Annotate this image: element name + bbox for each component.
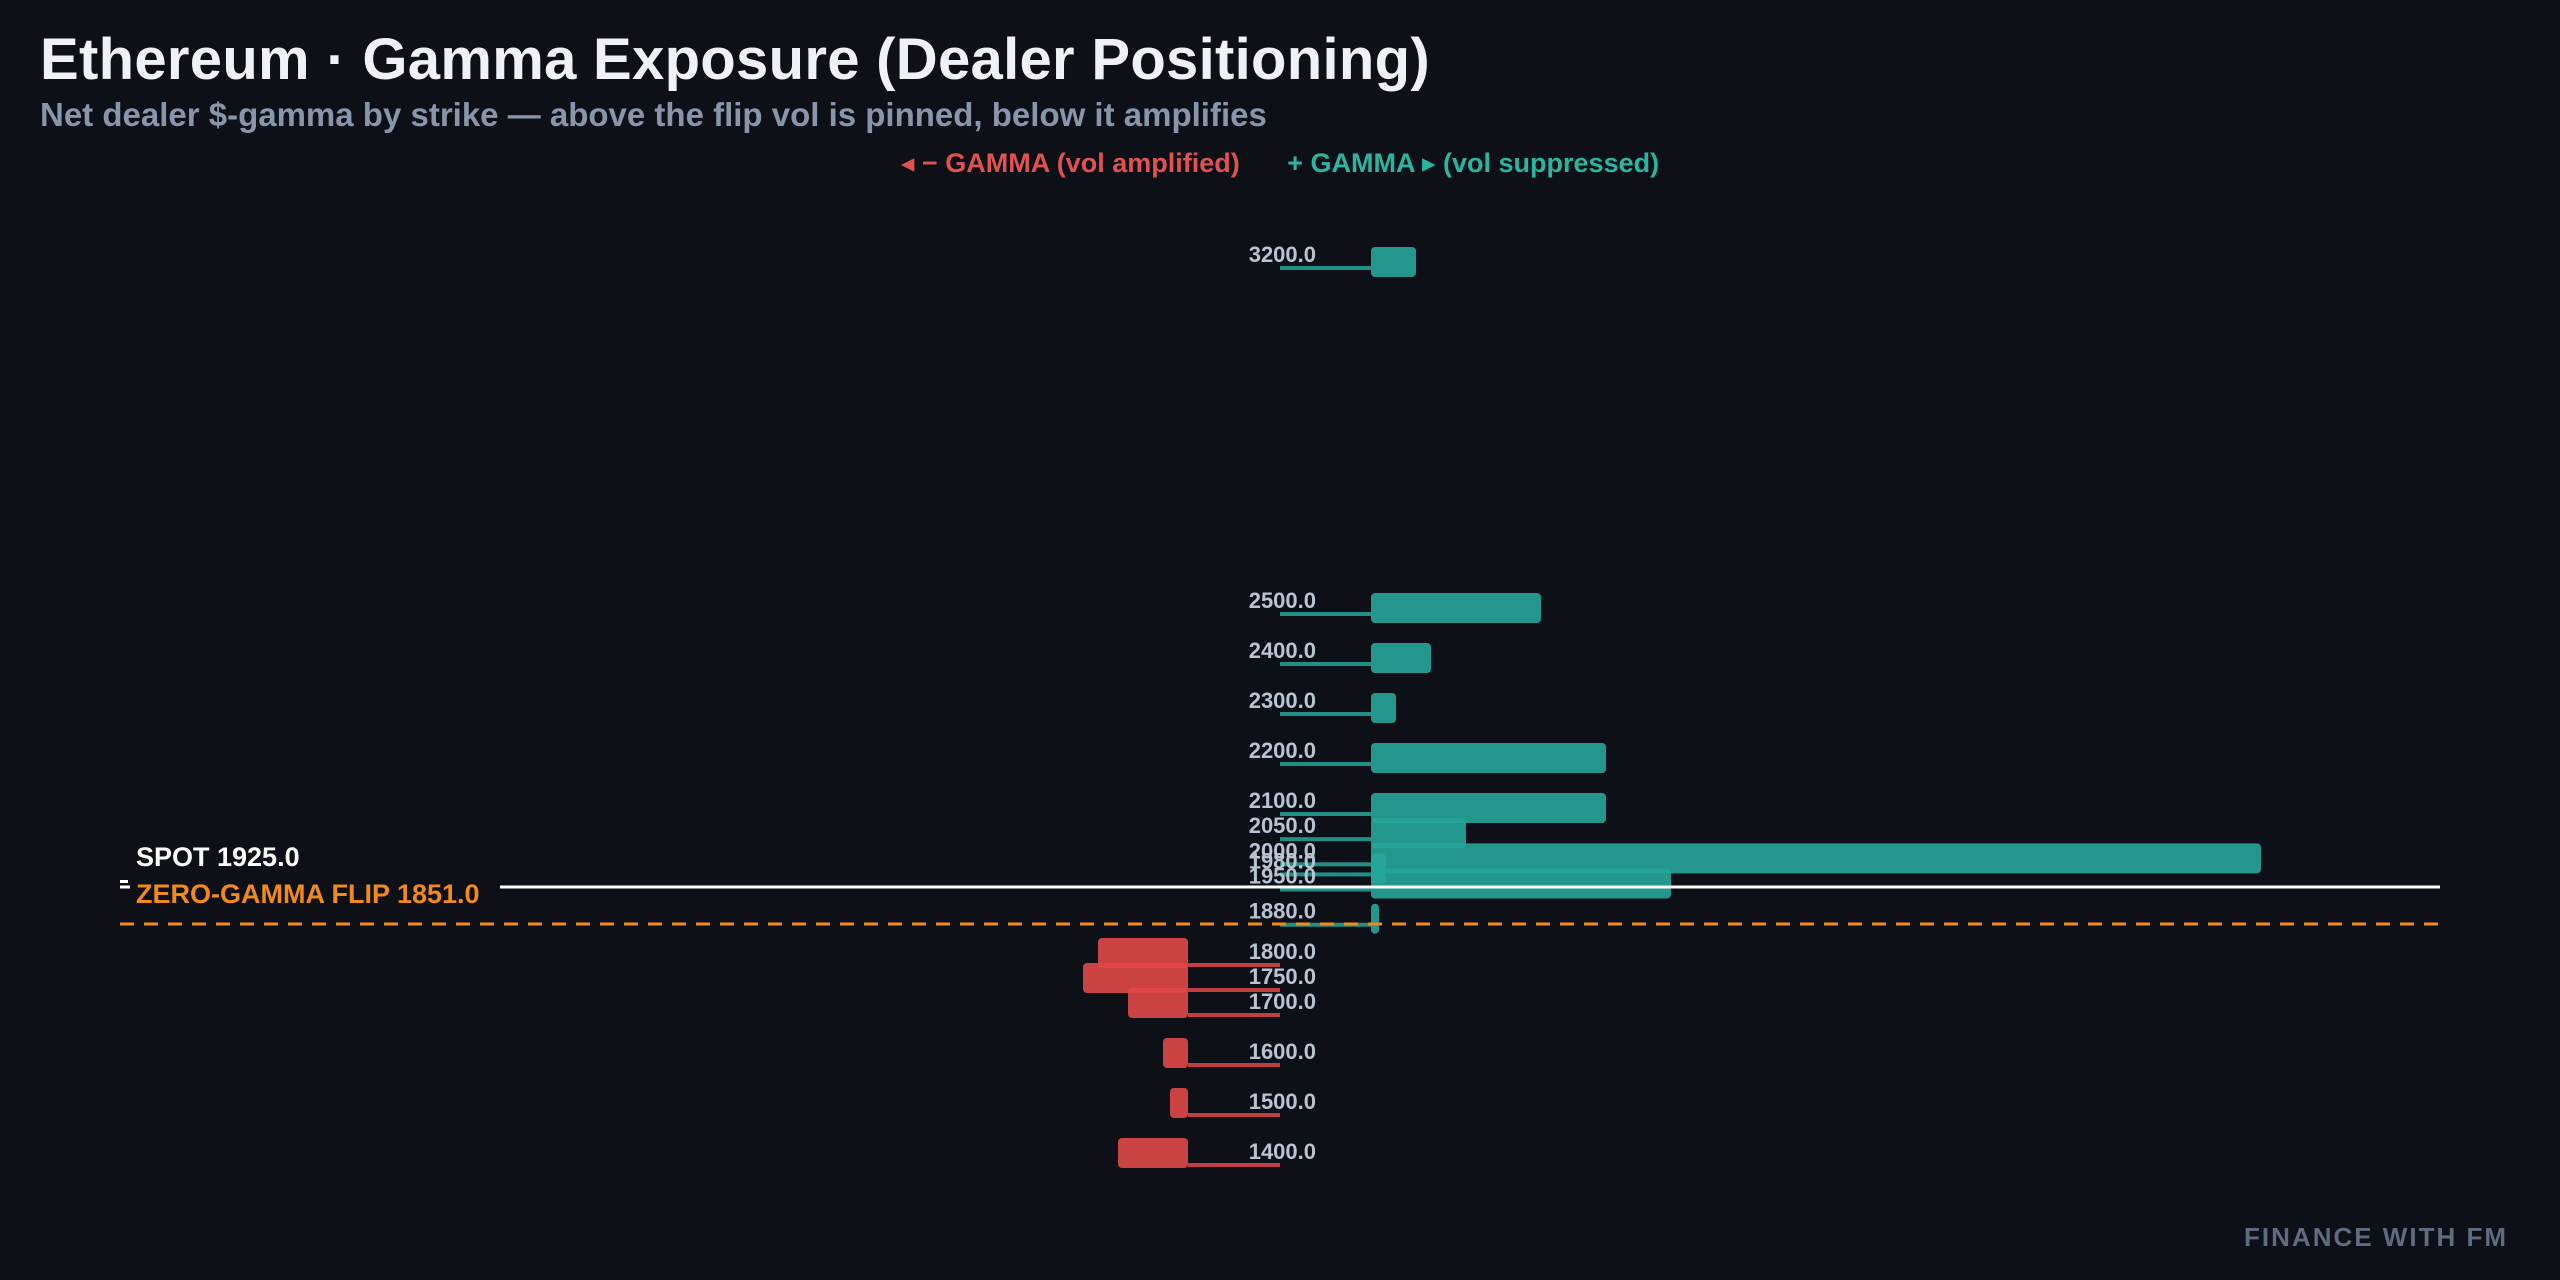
bar-stub [1280,812,1371,816]
bar-stub [1188,963,1280,967]
strike-tick-label: 1750.0 [1249,964,1316,989]
strike-tick-label: 2500.0 [1249,588,1316,613]
bar-negative [1163,1038,1188,1068]
legend-positive-gamma: + GAMMA ▸ (vol suppressed) [1287,148,1660,178]
bar-positive [1371,868,1671,899]
bar-stub [1280,887,1371,892]
strike-tick-label: 1880.0 [1249,899,1316,924]
bar-stub [1188,1113,1280,1117]
bar-positive [1371,247,1416,277]
bar-stub [1280,662,1371,666]
strike-tick-label: 2000.0 [1249,838,1316,863]
bar-negative [1083,963,1188,993]
bar-positive [1371,843,2261,874]
bar-stub [1188,1163,1280,1167]
strike-tick-label: 3200.0 [1249,242,1316,267]
bar-stub [1188,1013,1280,1017]
spot-marker [120,880,128,883]
strike-tick-label: 2300.0 [1249,688,1316,713]
legend: ◂ − GAMMA (vol amplified) + GAMMA ▸ (vol… [0,148,2560,179]
bar-negative [1118,1138,1188,1168]
bar-stub [1188,1063,1280,1067]
bar-stub [1280,712,1371,716]
strike-tick-label: 1400.0 [1249,1139,1316,1164]
strike-tick-label: 2200.0 [1249,738,1316,763]
legend-negative-gamma: ◂ − GAMMA (vol amplified) [900,148,1240,178]
strike-tick-label: 1500.0 [1249,1089,1316,1114]
bar-positive [1371,793,1606,823]
strike-tick-label: 2400.0 [1249,638,1316,663]
strike-tick-label: 2100.0 [1249,788,1316,813]
bar-positive [1371,818,1466,849]
strike-tick-label: 1700.0 [1249,989,1316,1014]
chart-title: Ethereum · Gamma Exposure (Dealer Positi… [40,27,1430,92]
bar-stub [1280,872,1371,877]
bar-negative [1098,938,1188,968]
bar-stub [1280,762,1371,766]
bar-positive [1371,593,1541,623]
strike-tick-label: 2050.0 [1249,813,1316,838]
flip-label-backdrop [130,876,500,910]
bar-negative [1170,1088,1188,1118]
bar-positive [1371,743,1606,773]
strike-tick-label: 1800.0 [1249,939,1316,964]
bar-stub [1188,988,1280,992]
bar-positive [1371,903,1379,934]
zero-gamma-flip-label: ZERO-GAMMA FLIP 1851.0 [136,879,480,909]
bar-stub [1280,837,1371,842]
strike-tick-label: 1600.0 [1249,1039,1316,1064]
bar-positive [1371,643,1431,673]
bars-group [1083,247,2261,1168]
bar-stub [1280,266,1371,270]
chart-subtitle: Net dealer $-gamma by strike — above the… [40,96,1267,133]
bar-positive [1371,693,1396,723]
watermark: FINANCE WITH FM [2244,1222,2508,1252]
bar-stub [1280,862,1371,867]
reference-lines-group: SPOT 1925.0 ZERO-GAMMA FLIP 1851.0 [120,842,2440,926]
tick-labels-group: 3200.0 2500.0 2400.0 2300.0 2200.0 2100.02050… [1249,242,1316,1164]
bar-stub [1280,612,1371,616]
bar-negative [1128,988,1188,1018]
spot-label: SPOT 1925.0 [136,842,300,872]
strike-tick-label: 1980.0 [1249,848,1316,873]
strike-tick-label: 1950.0 [1249,864,1316,889]
